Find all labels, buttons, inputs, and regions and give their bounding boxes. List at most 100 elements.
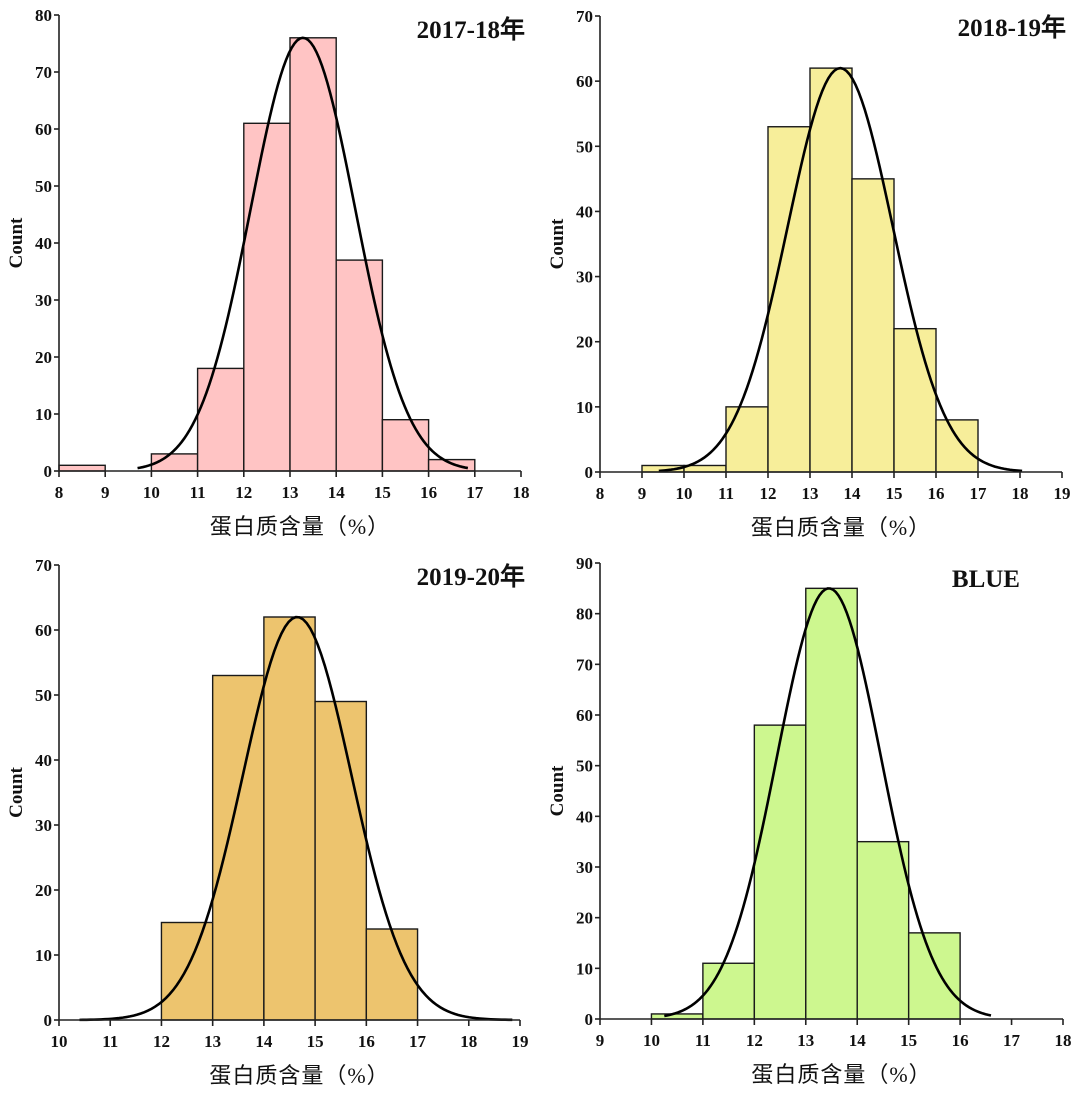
y-tick-label: 70 bbox=[576, 655, 593, 674]
y-tick-label: 10 bbox=[576, 398, 593, 417]
y-tick-label: 20 bbox=[35, 348, 52, 367]
x-tick-label: 10 bbox=[676, 484, 693, 503]
normal-fit-curve bbox=[137, 36, 469, 470]
x-tick-label: 11 bbox=[718, 484, 734, 503]
y-tick-label: 20 bbox=[35, 881, 52, 900]
y-tick-label: 20 bbox=[576, 909, 593, 928]
y-tick-label: 40 bbox=[576, 807, 593, 826]
x-axis-label: 蛋白质含量（%） bbox=[210, 514, 390, 539]
x-tick-label: 17 bbox=[409, 1032, 427, 1051]
histogram-bar bbox=[381, 419, 430, 472]
y-tick-label: 60 bbox=[576, 706, 593, 725]
x-tick-label: 14 bbox=[844, 484, 862, 503]
y-axis-label: Count bbox=[6, 766, 27, 817]
chart-panel-4: 9 10 11 12 13 14 15 16 17 18 0 10 20 30 40 50 60 70 80 90 Co… bbox=[547, 554, 1072, 1087]
x-axis-label: 蛋白质含量（%） bbox=[751, 515, 931, 540]
y-tick-label: 60 bbox=[35, 120, 52, 139]
histogram-bar bbox=[427, 458, 476, 472]
x-tick-label: 15 bbox=[886, 484, 903, 503]
y-tick-label: 80 bbox=[35, 6, 52, 25]
chart-title: 2018-19年 bbox=[958, 13, 1066, 42]
y-tick-label: 20 bbox=[576, 333, 593, 352]
x-tick-label: 18 bbox=[1055, 1031, 1072, 1050]
x-axis-label: 蛋白质含量（%） bbox=[209, 1063, 389, 1088]
histogram-bar bbox=[314, 700, 368, 1021]
histogram-bar bbox=[211, 674, 265, 1021]
x-tick-label: 14 bbox=[328, 483, 346, 502]
histogram-bar bbox=[289, 37, 337, 472]
x-tick-label: 12 bbox=[235, 483, 252, 502]
x-tick-label: 19 bbox=[512, 1032, 529, 1051]
x-tick-label: 9 bbox=[101, 483, 110, 502]
chart-panel-2: 8 9 10 11 12 13 14 15 16 17 18 19 0 10 20 30 40 50 60 70 Cou… bbox=[547, 7, 1071, 540]
histogram-bar bbox=[753, 724, 807, 1020]
chart-title: 2019-20年 bbox=[417, 562, 525, 591]
y-tick-label: 60 bbox=[576, 72, 593, 91]
histogram-bar bbox=[725, 406, 769, 473]
x-tick-label: 12 bbox=[746, 1031, 763, 1050]
histogram-bar bbox=[907, 932, 961, 1020]
chart-title: 2017-18年 bbox=[417, 15, 525, 44]
x-tick-label: 19 bbox=[1054, 484, 1071, 503]
x-tick-label: 11 bbox=[695, 1031, 711, 1050]
x-tick-label: 17 bbox=[1003, 1031, 1021, 1050]
x-tick-label: 12 bbox=[760, 484, 777, 503]
histogram-bar bbox=[196, 367, 245, 472]
y-tick-label: 80 bbox=[576, 605, 593, 624]
y-tick-label: 50 bbox=[35, 177, 52, 196]
x-tick-label: 15 bbox=[900, 1031, 917, 1050]
histogram-bar bbox=[851, 178, 895, 473]
x-tick-label: 12 bbox=[153, 1032, 170, 1051]
y-tick-label: 0 bbox=[44, 1011, 53, 1030]
x-tick-label: 8 bbox=[55, 483, 64, 502]
histogram-bar bbox=[702, 962, 756, 1020]
chart-panel-3: 10 11 12 13 14 15 16 17 18 19 0 10 20 30 40 50 60 70 Count… bbox=[6, 556, 529, 1088]
histogram-bar bbox=[58, 464, 106, 472]
histogram-bar bbox=[683, 464, 727, 473]
x-tick-label: 16 bbox=[420, 483, 437, 502]
y-axis-label: Count bbox=[6, 217, 27, 268]
y-tick-label: 50 bbox=[576, 137, 593, 156]
x-tick-label: 13 bbox=[282, 483, 299, 502]
x-tick-label: 10 bbox=[51, 1032, 68, 1051]
normal-fit-curve bbox=[664, 587, 992, 1018]
y-tick-label: 30 bbox=[35, 816, 52, 835]
y-tick-label: 70 bbox=[35, 63, 52, 82]
normal-fit-curve bbox=[658, 66, 1023, 473]
x-tick-label: 13 bbox=[802, 484, 819, 503]
y-tick-label: 70 bbox=[35, 556, 52, 575]
y-tick-label: 50 bbox=[576, 757, 593, 776]
y-tick-label: 0 bbox=[585, 463, 594, 482]
histogram-bar bbox=[243, 122, 291, 472]
histogram-bar bbox=[335, 259, 384, 472]
y-tick-label: 0 bbox=[44, 462, 53, 481]
y-tick-label: 30 bbox=[576, 858, 593, 877]
x-tick-label: 14 bbox=[255, 1032, 273, 1051]
y-tick-label: 10 bbox=[35, 405, 52, 424]
y-tick-label: 70 bbox=[576, 7, 593, 26]
x-tick-label: 13 bbox=[797, 1031, 814, 1050]
histogram-bar bbox=[365, 928, 419, 1021]
y-tick-label: 50 bbox=[35, 686, 52, 705]
x-tick-label: 14 bbox=[849, 1031, 867, 1050]
normal-fit-curve bbox=[79, 615, 513, 1022]
x-tick-label: 16 bbox=[928, 484, 945, 503]
x-tick-label: 9 bbox=[638, 484, 647, 503]
y-axis-label: Count bbox=[547, 765, 568, 816]
y-tick-label: 10 bbox=[576, 959, 593, 978]
x-tick-label: 10 bbox=[143, 483, 160, 502]
y-tick-label: 40 bbox=[35, 234, 52, 253]
x-tick-label: 13 bbox=[204, 1032, 221, 1051]
y-tick-label: 90 bbox=[576, 554, 593, 573]
y-tick-label: 60 bbox=[35, 621, 52, 640]
x-tick-label: 11 bbox=[102, 1032, 118, 1051]
y-tick-label: 40 bbox=[576, 202, 593, 221]
x-axis-label: 蛋白质含量（%） bbox=[751, 1062, 931, 1087]
y-axis-label: Count bbox=[547, 218, 568, 269]
x-tick-label: 16 bbox=[952, 1031, 969, 1050]
y-tick-label: 40 bbox=[35, 751, 52, 770]
histogram-bar bbox=[805, 587, 858, 1020]
histogram-bar bbox=[856, 840, 910, 1020]
x-tick-label: 18 bbox=[513, 483, 530, 502]
